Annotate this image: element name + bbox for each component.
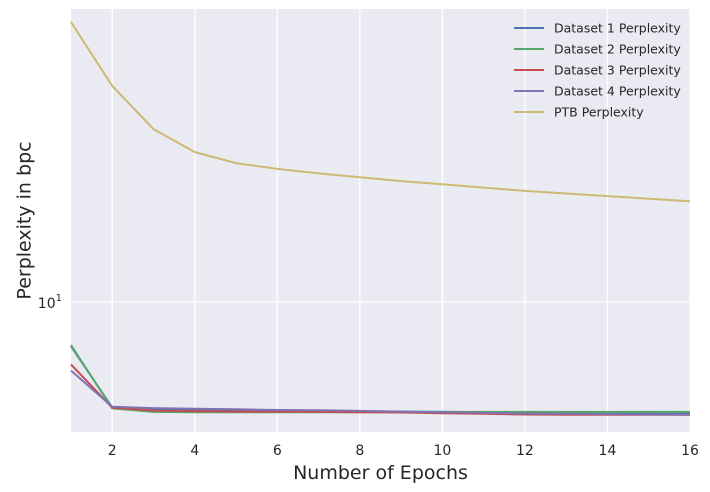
legend-entry: Dataset 2 Perplexity [554, 42, 681, 57]
legend-entry: Dataset 1 Perplexity [554, 21, 681, 36]
x-tick-label: 16 [681, 443, 699, 459]
legend-entry: PTB Perplexity [554, 105, 644, 120]
y-axis-label: Perplexity in bpc [14, 141, 36, 299]
x-axis-label: Number of Epochs [293, 462, 468, 484]
grid-lines [71, 9, 691, 432]
x-tick-labels: 2 4 6 8 10 12 14 16 [108, 443, 699, 459]
y-tick-label: 101 [38, 293, 62, 312]
legend: Dataset 1 Perplexity Dataset 2 Perplexity… [514, 21, 681, 120]
plot-area [71, 9, 690, 432]
x-tick-label: 14 [599, 443, 617, 459]
legend-entry: Dataset 3 Perplexity [554, 63, 681, 78]
x-tick-label: 4 [190, 443, 199, 459]
x-tick-label: 2 [108, 443, 117, 459]
x-tick-label: 12 [516, 443, 534, 459]
series-line-4 [70, 369, 691, 416]
x-tick-label: 10 [433, 443, 451, 459]
series-lines [70, 21, 691, 416]
legend-entry: Dataset 4 Perplexity [554, 84, 681, 99]
x-tick-label: 6 [273, 443, 282, 459]
series-line-5 [70, 21, 691, 203]
y-tick-labels: 101 [38, 293, 62, 312]
x-tick-label: 8 [355, 443, 364, 459]
